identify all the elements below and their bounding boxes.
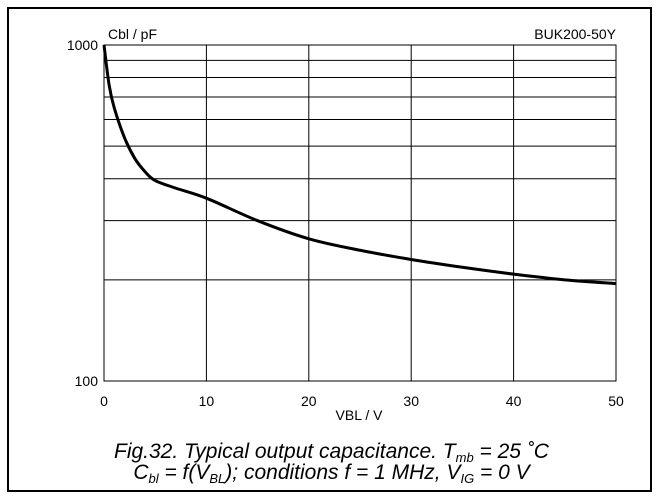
figure-caption-line1: Fig.32. Typical output capacitance. Tmb …	[114, 440, 549, 465]
y-tick-label: 1000	[67, 37, 98, 53]
plot-area	[103, 44, 617, 382]
capacitance-curve	[102, 44, 617, 286]
x-tick-label: 0	[100, 393, 108, 409]
x-tick-label: 30	[403, 393, 419, 409]
x-tick-labels: 0 10 20 30 40 50	[100, 393, 624, 409]
x-tick-label: 10	[199, 393, 215, 409]
x-tick-label: 20	[301, 393, 317, 409]
figure-caption-line2: Cbl = f(VBL); conditions f = 1 MHz, VIG …	[133, 461, 530, 486]
x-tick-label: 50	[608, 393, 624, 409]
grid	[103, 45, 617, 381]
figure-frame	[7, 7, 652, 492]
x-tick-label: 40	[506, 393, 522, 409]
x-axis-label: VBL / V	[336, 407, 384, 423]
y-tick-labels: 100 1000	[67, 37, 98, 389]
y-axis-label: Cbl / pF	[108, 26, 157, 42]
y-tick-label: 100	[75, 373, 99, 389]
part-number-label: BUK200-50Y	[534, 26, 616, 42]
